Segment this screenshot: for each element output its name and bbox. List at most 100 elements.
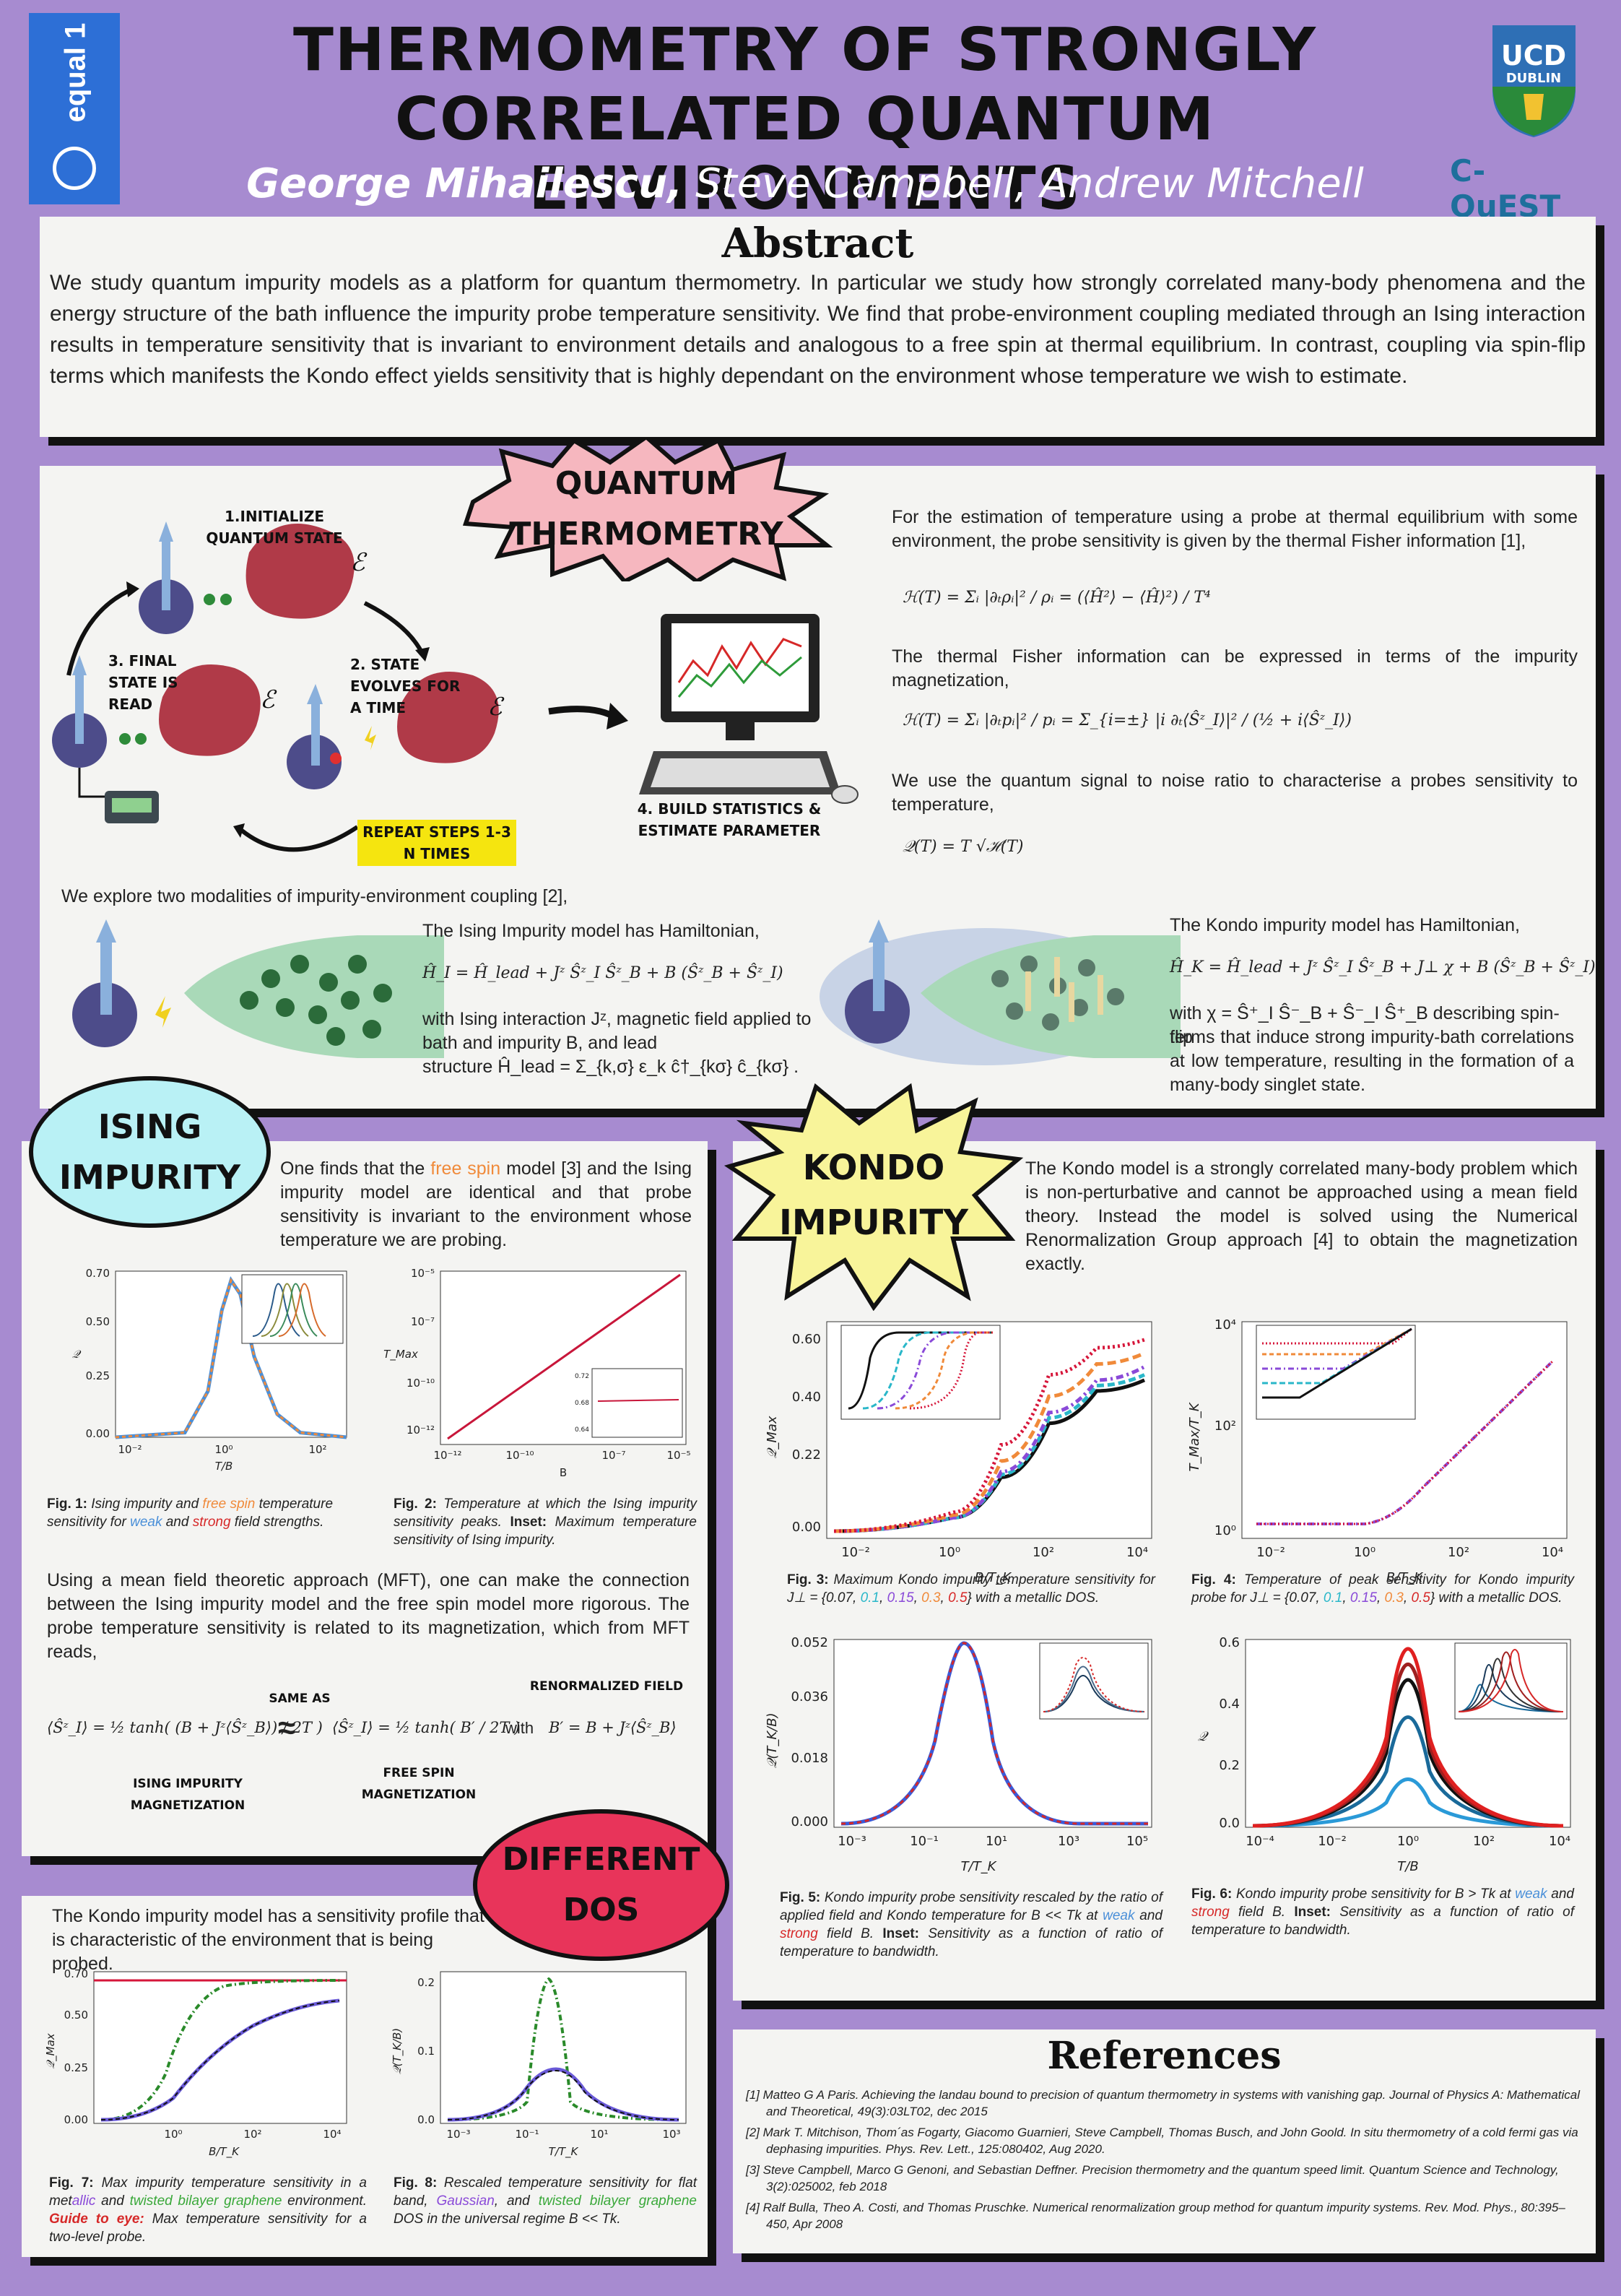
fig6-inset-label: Inset: [1294,1905,1331,1920]
cquest-logo-text: C-QuEST [1450,153,1561,224]
fig8-ytick-1: 0.1 [417,2045,435,2058]
fig3-ytick-1: 0.22 [792,1447,821,1463]
fig5-inset-label: Inset: [882,1926,920,1941]
fig1-b: temperature sensitivity for [47,1496,334,1530]
ucd-logo: UCD DUBLIN [1489,22,1579,141]
fig8-ylabel: 𝒬(T_K/B) [391,2028,404,2074]
fig5-weak: weak [1103,1908,1135,1923]
fig5-strong: strong [780,1926,818,1941]
fig6-weak: weak [1515,1886,1547,1902]
fig4-ylabel: T_Max/T_K [1187,1402,1202,1471]
fig3-xtick-2: 10² [1033,1545,1054,1560]
fig2-ytick-2: 10⁻¹⁰ [407,1377,435,1390]
fig8-xtick-2: 10¹ [590,2128,608,2141]
fig7-label: Fig. 7: [49,2175,94,2191]
fig5-series-red [840,1642,1148,1825]
fig3-inset [840,1325,1001,1420]
fig6-ylabel: 𝒬 [1198,1729,1209,1744]
fig2-inset-line [597,1399,679,1402]
equal1-logo-text: equal 1 [59,22,92,123]
fig7-and: and [95,2193,130,2209]
fig1-label: Fig. 1: [47,1496,87,1512]
fig8-xtick-1: 10⁻¹ [515,2128,539,2141]
mft-eq-field: B′ = B + Jᶻ⟨Ŝᶻ_B⟩ [549,1719,677,1736]
fig2-xtick-0: 10⁻¹² [433,1449,461,1462]
fig2-series-line [447,1273,681,1440]
fig7-xlabel: B/T_K [209,2145,240,2159]
fig8-tbg: twisted bilayer graphene [538,2193,697,2209]
fig4-v2: 0.15 [1350,1590,1377,1606]
fig1-free: free spin [202,1496,256,1512]
poster-title-line1: THERMOMETRY OF STRONGLY [292,16,1318,85]
fig6-inset-curves [1458,1649,1564,1712]
fig5-ytick-2: 0.036 [791,1689,828,1704]
same-as-label: SAME AS [269,1691,331,1706]
explore-text: We explore two modalities of impurity-en… [61,886,568,906]
fig2-xtick-3: 10⁻⁵ [666,1449,690,1462]
fig8-xtick-0: 10⁻³ [446,2128,470,2141]
fig1-ytick-0: 0.00 [86,1427,110,1440]
reference-item: [1] Matteo G A Paris. Achieving the land… [746,2088,1580,2118]
env-symbol-3: ℰ [487,693,505,722]
fig7-b: environment. [282,2193,367,2209]
fig2-a: Temperature at which the Ising impurity … [394,1496,697,1530]
mft-eq-ising: ⟨Ŝᶻ_I⟩ = ½ tanh( (B + Jᶻ⟨Ŝᶻ_B⟩) / 2T ) [47,1719,323,1736]
fig1-caption: Fig. 1: Ising impurity and free spin tem… [47,1495,365,1531]
fig3-xtick-3: 10⁴ [1126,1545,1148,1560]
fig4-caption: Fig. 4: Temperature of peak sensitivity … [1191,1572,1574,1606]
kondo-intro-text: The Kondo model is a strongly correlated… [1025,1158,1578,1274]
kondo-desc-1: with χ = Ŝ⁺_I Ŝ⁻_B + Ŝ⁻_I Ŝ⁺_B describin… [1170,1003,1560,1047]
repeat-label: REPEAT STEPS 1-3 N TIMES [357,820,516,866]
fig8-b: DOS in the universal regime B << Tk. [394,2211,621,2227]
fig6-ytick-0: 0.0 [1219,1816,1240,1831]
fig6-ytick-2: 0.4 [1219,1697,1240,1712]
fig6-xlabel: T/B [1397,1859,1418,1874]
ising-desc-1: with Ising interaction Jᶻ, magnetic fiel… [422,1009,812,1053]
mft-approx: ≈ [278,1710,296,1746]
mft-eq-free: ⟨Ŝᶻ_I⟩ = ½ tanh( B′ / 2T ) [332,1719,521,1736]
reference-item: [4] Ralf Bulla, Theo A. Costi, and Thoma… [746,2201,1565,2231]
fig6-xtick-2: 10⁰ [1397,1834,1419,1849]
fig6-series-1 [1252,1715,1564,1828]
fig5-ytick-1: 0.018 [791,1751,828,1766]
qt-text-3: We use the quantum signal to noise ratio… [892,771,1578,815]
fig5-xtick-4: 10⁵ [1126,1834,1148,1849]
fig1-a: Ising impurity and [87,1496,203,1512]
step1-label: 1.INITIALIZE QUANTUM STATE [206,508,343,547]
fig8-series-flat [447,2069,679,2120]
fig3-v2: 0.15 [887,1590,914,1606]
environment-blob-3 [397,672,499,763]
fig3-inset-curves [848,1331,993,1410]
fig7-tbg: twisted bilayer graphene [129,2193,282,2209]
fig8-label: Fig. 8: [394,2175,438,2191]
equal1-logo: equal 1 [29,13,120,204]
fig8-xlabel: T/T_K [549,2145,579,2159]
fig4-xtick-2: 10² [1448,1545,1469,1560]
fig5-b: field B. [817,1926,883,1941]
fig7-a: Max impurity temperature sensitivity in … [49,2175,367,2209]
fig3-xlabel: B/T_K [975,1570,1012,1585]
fig2-inset-ytick-0: 0.72 [575,1373,589,1380]
quantum-thermometry-burst-icon [462,437,833,581]
author-main: George Mihailescu, [246,160,683,207]
fig3-xtick-0: 10⁻² [841,1545,870,1560]
fig1-d: field strengths. [230,1515,324,1530]
fig1-strong: strong [192,1515,231,1530]
step3-label: 3. FINAL STATE IS READ [108,652,178,713]
fig6-xtick-4: 10⁴ [1549,1834,1570,1849]
fig3-b: } with a metallic DOS. [967,1590,1100,1606]
fig7-ytick-3: 0.70 [64,1967,88,1980]
spin-probe-icon-3 [287,684,342,789]
fig5-inset-curves [1043,1657,1145,1712]
fig3-series-group [833,1338,1146,1533]
fig6-ytick-3: 0.6 [1219,1635,1240,1650]
fig1-series-orange [115,1278,347,1439]
fig4-b: } with a metallic DOS. [1430,1590,1563,1606]
fig6-c: Sensitivity as a function of ratio of te… [1191,1905,1574,1938]
fig2-plot: 10⁻⁵ 10⁻⁷ 10⁻¹⁰ 10⁻¹² 10⁻¹² 10⁻¹⁰ 10⁻⁷ 1… [383,1267,690,1479]
fig7-plot: 0.70 0.50 0.25 0.00 10⁰ 10² 10⁴ B/T_K 𝒬_… [44,1967,347,2159]
fig5-c: Sensitivity as a function of ratio of te… [780,1926,1162,1959]
fig2-xtick-2: 10⁻⁷ [601,1449,625,1462]
ising-hamiltonian: Ĥ_I = Ĥ_lead + Jᶻ Ŝᶻ_I Ŝᶻ_B + B (Ŝᶻ_B + … [422,964,783,982]
fig2-inset-label: Inset: [510,1515,547,1530]
